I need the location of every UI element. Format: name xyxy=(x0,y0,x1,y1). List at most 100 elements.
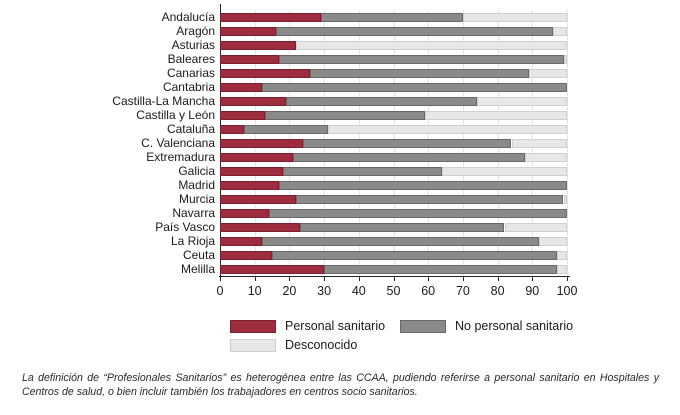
bar-segment-0-C. Valenciana xyxy=(220,138,304,148)
category-label-14: Navarra xyxy=(172,206,215,220)
legend-item-desconocido: Desconocido xyxy=(230,338,357,352)
legend-label-no-personal-sanitario: No personal sanitario xyxy=(455,319,574,333)
category-label-4: Canarias xyxy=(166,66,215,80)
bar-segment-0-Navarra xyxy=(220,208,269,218)
bar-segment-2-Ceuta xyxy=(556,250,567,260)
bar-segment-2-Melilla xyxy=(556,264,567,274)
bar-segment-0-Cataluña xyxy=(220,124,245,134)
x-tick-label-20: 20 xyxy=(282,284,297,298)
bar-segment-2-Murcia xyxy=(563,194,567,204)
bar-segment-1-Canarias xyxy=(310,68,529,78)
x-tick-80 xyxy=(497,277,499,281)
x-tick-100 xyxy=(567,277,568,281)
bar-segment-0-Andalucía xyxy=(220,12,321,22)
x-tick-label-70: 70 xyxy=(455,284,470,298)
bar-segment-1-C. Valenciana xyxy=(303,138,512,148)
bar-segment-0-Cantabria xyxy=(220,82,262,92)
x-tick-0 xyxy=(220,277,221,281)
category-label-7: Castilla y León xyxy=(136,108,215,122)
bar-segment-2-C. Valenciana xyxy=(511,138,567,148)
bar-segment-1-Murcia xyxy=(296,194,564,204)
bar-segment-2-Asturias xyxy=(296,40,567,50)
x-tick-label-50: 50 xyxy=(386,284,401,298)
legend-swatch-desconocido xyxy=(230,338,276,352)
bar-segment-2-Canarias xyxy=(528,68,567,78)
figure-caption: La definición de “Profesionales Sanitari… xyxy=(22,372,659,399)
category-label-18: Melilla xyxy=(180,262,215,276)
category-label-9: C. Valenciana xyxy=(141,136,215,150)
bar-segment-2-Aragón xyxy=(553,26,567,36)
legend-swatch-personal-sanitario xyxy=(230,319,276,333)
x-tick-label-10: 10 xyxy=(247,284,262,298)
legend-label-personal-sanitario: Personal sanitario xyxy=(285,319,386,333)
x-tick-label-0: 0 xyxy=(216,284,224,298)
bar-segment-0-Aragón xyxy=(220,26,276,36)
caption-line-1: La definición de “Profesionales Sanitari… xyxy=(22,372,659,384)
bar-segment-1-Castilla-La Mancha xyxy=(285,96,477,106)
bar-segment-0-Asturias xyxy=(220,40,297,50)
category-label-17: Ceuta xyxy=(182,248,215,262)
category-label-10: Extremadura xyxy=(146,150,215,164)
bar-segment-2-Castilla-La Mancha xyxy=(476,96,567,106)
bar-segment-0-Ceuta xyxy=(220,250,272,260)
bar-segment-0-Galicia xyxy=(220,166,283,176)
legend-swatch-no-personal-sanitario xyxy=(400,319,446,333)
category-label-2: Asturias xyxy=(171,38,215,52)
x-tick-label-60: 60 xyxy=(421,284,436,298)
legend-item-personal-sanitario: Personal sanitario xyxy=(230,319,385,333)
category-label-13: Murcia xyxy=(178,192,215,206)
bar-segment-2-País Vasco xyxy=(504,222,567,232)
x-tick-30 xyxy=(324,277,326,281)
x-tick-10 xyxy=(254,277,256,281)
category-label-8: Cataluña xyxy=(166,122,215,136)
x-tick-label-90: 90 xyxy=(525,284,540,298)
bar-segment-2-Extremadura xyxy=(525,152,567,162)
bar-segment-0-La Rioja xyxy=(220,236,262,246)
bar-segment-1-Ceuta xyxy=(272,250,557,260)
x-tick-label-40: 40 xyxy=(351,284,366,298)
x-tick-90 xyxy=(532,277,534,281)
x-tick-20 xyxy=(289,277,291,281)
bar-segment-1-Cantabria xyxy=(261,82,567,92)
category-label-1: Aragón xyxy=(176,24,215,38)
legend-item-no-personal-sanitario: No personal sanitario xyxy=(400,319,573,333)
bar-segment-0-Madrid xyxy=(220,180,279,190)
bar-segment-1-Galicia xyxy=(282,166,443,176)
category-label-12: Madrid xyxy=(178,178,215,192)
category-label-6: Castilla-La Mancha xyxy=(112,94,215,108)
category-label-3: Baleares xyxy=(167,52,215,66)
bar-segment-2-Baleares xyxy=(563,54,567,64)
bar-segment-0-Castilla-La Mancha xyxy=(220,96,286,106)
category-label-16: La Rioja xyxy=(170,234,215,248)
x-tick-50 xyxy=(393,277,395,281)
bar-segment-1-Extremadura xyxy=(292,152,526,162)
bar-segment-1-Melilla xyxy=(324,264,557,274)
gridline-x-100 xyxy=(567,10,568,276)
x-tick-label-100: 100 xyxy=(556,284,578,298)
bar-segment-2-La Rioja xyxy=(539,236,567,246)
bar-segment-1-País Vasco xyxy=(299,222,505,232)
bar-segment-1-Madrid xyxy=(279,180,567,190)
x-tick-40 xyxy=(358,277,360,281)
bar-segment-0-Canarias xyxy=(220,68,311,78)
bar-segment-1-Andalucía xyxy=(320,12,463,22)
bar-segment-1-Baleares xyxy=(279,54,564,64)
legend-label-desconocido: Desconocido xyxy=(285,338,358,352)
bar-segment-1-La Rioja xyxy=(261,236,540,246)
bar-segment-0-País Vasco xyxy=(220,222,300,232)
bar-segment-2-Andalucía xyxy=(462,12,567,22)
bar-segment-2-Castilla y León xyxy=(424,110,567,120)
x-tick-label-80: 80 xyxy=(490,284,505,298)
bar-segment-0-Castilla y León xyxy=(220,110,266,120)
bar-segment-0-Extremadura xyxy=(220,152,293,162)
bar-segment-2-Cataluña xyxy=(327,124,567,134)
bar-segment-0-Melilla xyxy=(220,264,325,274)
bar-segment-1-Navarra xyxy=(268,208,567,218)
category-label-5: Cantabria xyxy=(162,80,215,94)
bar-segment-2-Galicia xyxy=(442,166,567,176)
bar-segment-0-Murcia xyxy=(220,194,297,204)
category-label-11: Galicia xyxy=(178,164,215,178)
x-tick-label-30: 30 xyxy=(317,284,332,298)
bar-segment-1-Aragón xyxy=(275,26,554,36)
